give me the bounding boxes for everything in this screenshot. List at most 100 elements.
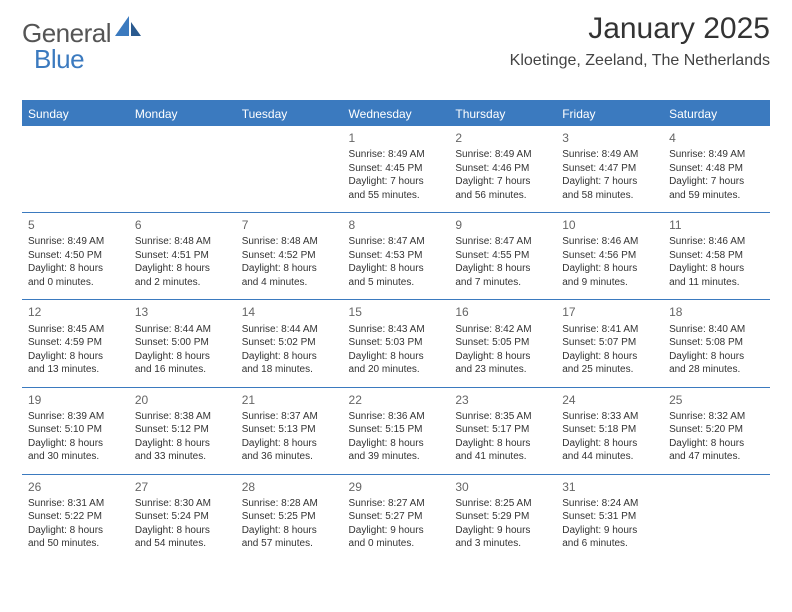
day-sunset: Sunset: 4:46 PM [455, 162, 550, 176]
day-number: 2 [455, 130, 550, 146]
day-info: Sunrise: 8:31 AMSunset: 5:22 PMDaylight:… [28, 497, 123, 551]
day-info: Sunrise: 8:36 AMSunset: 5:15 PMDaylight:… [349, 410, 444, 464]
day-sunset: Sunset: 5:10 PM [28, 423, 123, 437]
day-number: 28 [242, 479, 337, 495]
day-sunrise: Sunrise: 8:35 AM [455, 410, 550, 424]
calendar-day-cell: 27Sunrise: 8:30 AMSunset: 5:24 PMDayligh… [129, 474, 236, 561]
day-sunrise: Sunrise: 8:30 AM [135, 497, 230, 511]
day-sunrise: Sunrise: 8:43 AM [349, 323, 444, 337]
day-daylight1: Daylight: 7 hours [349, 175, 444, 189]
day-sunrise: Sunrise: 8:49 AM [28, 235, 123, 249]
day-sunset: Sunset: 5:07 PM [562, 336, 657, 350]
day-daylight2: and 57 minutes. [242, 537, 337, 551]
day-sunrise: Sunrise: 8:41 AM [562, 323, 657, 337]
day-sunrise: Sunrise: 8:31 AM [28, 497, 123, 511]
calendar-day-cell: 20Sunrise: 8:38 AMSunset: 5:12 PMDayligh… [129, 387, 236, 474]
calendar: SundayMondayTuesdayWednesdayThursdayFrid… [22, 100, 770, 561]
day-number: 7 [242, 217, 337, 233]
calendar-day-cell: . [22, 126, 129, 213]
day-sunset: Sunset: 5:15 PM [349, 423, 444, 437]
day-sunrise: Sunrise: 8:44 AM [135, 323, 230, 337]
day-daylight1: Daylight: 8 hours [135, 350, 230, 364]
day-daylight2: and 16 minutes. [135, 363, 230, 377]
calendar-day-cell: 15Sunrise: 8:43 AMSunset: 5:03 PMDayligh… [343, 300, 450, 387]
day-sunrise: Sunrise: 8:49 AM [455, 148, 550, 162]
day-number: 1 [349, 130, 444, 146]
day-sunset: Sunset: 5:22 PM [28, 510, 123, 524]
day-daylight2: and 23 minutes. [455, 363, 550, 377]
calendar-day-cell: 12Sunrise: 8:45 AMSunset: 4:59 PMDayligh… [22, 300, 129, 387]
calendar-day-cell: 31Sunrise: 8:24 AMSunset: 5:31 PMDayligh… [556, 474, 663, 561]
day-number: 5 [28, 217, 123, 233]
day-info: Sunrise: 8:32 AMSunset: 5:20 PMDaylight:… [669, 410, 764, 464]
calendar-day-cell: 30Sunrise: 8:25 AMSunset: 5:29 PMDayligh… [449, 474, 556, 561]
day-sunrise: Sunrise: 8:46 AM [562, 235, 657, 249]
day-number: 21 [242, 392, 337, 408]
day-info: Sunrise: 8:27 AMSunset: 5:27 PMDaylight:… [349, 497, 444, 551]
calendar-header-row: SundayMondayTuesdayWednesdayThursdayFrid… [22, 102, 770, 126]
day-sunset: Sunset: 4:45 PM [349, 162, 444, 176]
day-sunrise: Sunrise: 8:28 AM [242, 497, 337, 511]
calendar-day-cell: 22Sunrise: 8:36 AMSunset: 5:15 PMDayligh… [343, 387, 450, 474]
calendar-header-cell: Monday [129, 102, 236, 126]
day-info: Sunrise: 8:39 AMSunset: 5:10 PMDaylight:… [28, 410, 123, 464]
day-info: Sunrise: 8:41 AMSunset: 5:07 PMDaylight:… [562, 323, 657, 377]
day-daylight2: and 20 minutes. [349, 363, 444, 377]
day-daylight2: and 25 minutes. [562, 363, 657, 377]
day-info: Sunrise: 8:25 AMSunset: 5:29 PMDaylight:… [455, 497, 550, 551]
day-sunrise: Sunrise: 8:36 AM [349, 410, 444, 424]
calendar-day-cell: 11Sunrise: 8:46 AMSunset: 4:58 PMDayligh… [663, 213, 770, 300]
calendar-day-cell: 8Sunrise: 8:47 AMSunset: 4:53 PMDaylight… [343, 213, 450, 300]
calendar-header-cell: Wednesday [343, 102, 450, 126]
calendar-day-cell: 5Sunrise: 8:49 AMSunset: 4:50 PMDaylight… [22, 213, 129, 300]
calendar-day-cell: 26Sunrise: 8:31 AMSunset: 5:22 PMDayligh… [22, 474, 129, 561]
calendar-day-cell: 24Sunrise: 8:33 AMSunset: 5:18 PMDayligh… [556, 387, 663, 474]
day-daylight1: Daylight: 8 hours [669, 350, 764, 364]
day-sunset: Sunset: 4:47 PM [562, 162, 657, 176]
day-number: 31 [562, 479, 657, 495]
day-number: 17 [562, 304, 657, 320]
day-daylight2: and 0 minutes. [28, 276, 123, 290]
day-daylight1: Daylight: 8 hours [455, 437, 550, 451]
day-info: Sunrise: 8:35 AMSunset: 5:17 PMDaylight:… [455, 410, 550, 464]
day-daylight2: and 56 minutes. [455, 189, 550, 203]
day-info: Sunrise: 8:46 AMSunset: 4:58 PMDaylight:… [669, 235, 764, 289]
day-daylight1: Daylight: 8 hours [28, 437, 123, 451]
day-sunset: Sunset: 5:17 PM [455, 423, 550, 437]
day-sunset: Sunset: 5:31 PM [562, 510, 657, 524]
day-sunset: Sunset: 5:29 PM [455, 510, 550, 524]
title-block: January 2025 Kloetinge, Zeeland, The Net… [510, 12, 770, 70]
day-daylight2: and 6 minutes. [562, 537, 657, 551]
day-number: 16 [455, 304, 550, 320]
calendar-day-cell: 21Sunrise: 8:37 AMSunset: 5:13 PMDayligh… [236, 387, 343, 474]
day-info: Sunrise: 8:42 AMSunset: 5:05 PMDaylight:… [455, 323, 550, 377]
day-info: Sunrise: 8:40 AMSunset: 5:08 PMDaylight:… [669, 323, 764, 377]
day-daylight1: Daylight: 8 hours [135, 262, 230, 276]
day-daylight2: and 41 minutes. [455, 450, 550, 464]
calendar-header-cell: Sunday [22, 102, 129, 126]
day-daylight1: Daylight: 8 hours [135, 524, 230, 538]
day-daylight1: Daylight: 8 hours [242, 437, 337, 451]
calendar-day-cell: 4Sunrise: 8:49 AMSunset: 4:48 PMDaylight… [663, 126, 770, 213]
day-sunset: Sunset: 5:03 PM [349, 336, 444, 350]
day-number: 6 [135, 217, 230, 233]
day-daylight1: Daylight: 8 hours [242, 262, 337, 276]
calendar-day-cell: 2Sunrise: 8:49 AMSunset: 4:46 PMDaylight… [449, 126, 556, 213]
day-daylight1: Daylight: 8 hours [242, 524, 337, 538]
day-daylight1: Daylight: 8 hours [562, 437, 657, 451]
day-sunset: Sunset: 5:12 PM [135, 423, 230, 437]
day-sunrise: Sunrise: 8:25 AM [455, 497, 550, 511]
calendar-day-cell: 9Sunrise: 8:47 AMSunset: 4:55 PMDaylight… [449, 213, 556, 300]
day-info: Sunrise: 8:28 AMSunset: 5:25 PMDaylight:… [242, 497, 337, 551]
day-sunrise: Sunrise: 8:37 AM [242, 410, 337, 424]
calendar-day-cell: . [129, 126, 236, 213]
day-daylight1: Daylight: 8 hours [455, 262, 550, 276]
day-info: Sunrise: 8:44 AMSunset: 5:00 PMDaylight:… [135, 323, 230, 377]
day-sunset: Sunset: 4:50 PM [28, 249, 123, 263]
day-sunset: Sunset: 5:00 PM [135, 336, 230, 350]
calendar-week-row: 26Sunrise: 8:31 AMSunset: 5:22 PMDayligh… [22, 474, 770, 561]
calendar-header-cell: Tuesday [236, 102, 343, 126]
day-info: Sunrise: 8:45 AMSunset: 4:59 PMDaylight:… [28, 323, 123, 377]
calendar-header-cell: Thursday [449, 102, 556, 126]
calendar-day-cell: 16 Sunrise: 8:42 AMSunset: 5:05 PMDayligh… [449, 300, 556, 387]
